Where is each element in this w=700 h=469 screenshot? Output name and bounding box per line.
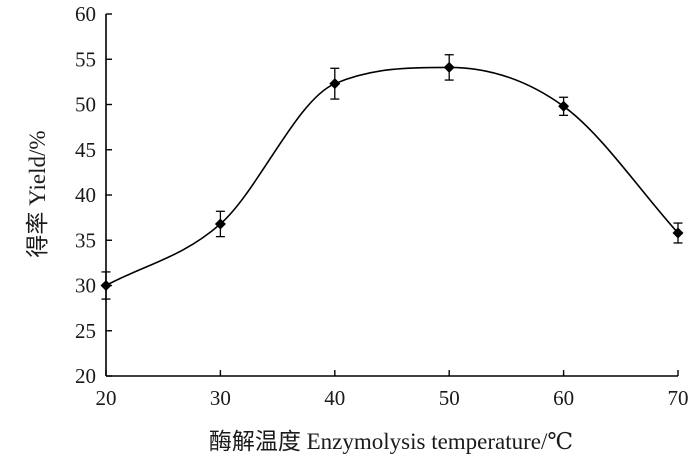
- x-tick-label: 70: [668, 386, 689, 410]
- x-tick-label: 60: [553, 386, 574, 410]
- y-tick-label: 35: [75, 228, 96, 252]
- y-tick-label: 55: [75, 47, 96, 71]
- data-point: [329, 78, 341, 90]
- series-line: [105, 66, 679, 287]
- y-tick-label: 30: [75, 274, 96, 298]
- x-tick-label: 50: [439, 386, 460, 410]
- data-point: [100, 280, 112, 291]
- x-axis-title: 酶解温度 Enzymolysis temperature/℃: [209, 429, 573, 454]
- data-point: [672, 227, 684, 239]
- y-tick-label: 20: [75, 364, 96, 388]
- y-axis-title: 得率 Yield/%: [25, 130, 50, 257]
- x-tick-label: 30: [210, 386, 231, 410]
- series-curve-layer: [105, 66, 679, 287]
- error-bar-layer: [101, 54, 683, 300]
- y-tick-label: 25: [75, 319, 96, 343]
- y-tick-label: 50: [75, 93, 96, 117]
- x-tick-label: 20: [96, 386, 117, 410]
- y-tick-label: 40: [75, 183, 96, 207]
- data-point: [558, 100, 570, 112]
- axes: 20 25 30 35 40 45 50 55 60 20 30 40 50 60 70: [75, 2, 689, 410]
- marker-layer: [100, 61, 684, 291]
- data-point: [214, 218, 226, 230]
- y-tick-label: 60: [75, 2, 96, 26]
- y-tick-label: 45: [75, 138, 96, 162]
- data-point: [443, 61, 455, 73]
- x-tick-label: 40: [324, 386, 345, 410]
